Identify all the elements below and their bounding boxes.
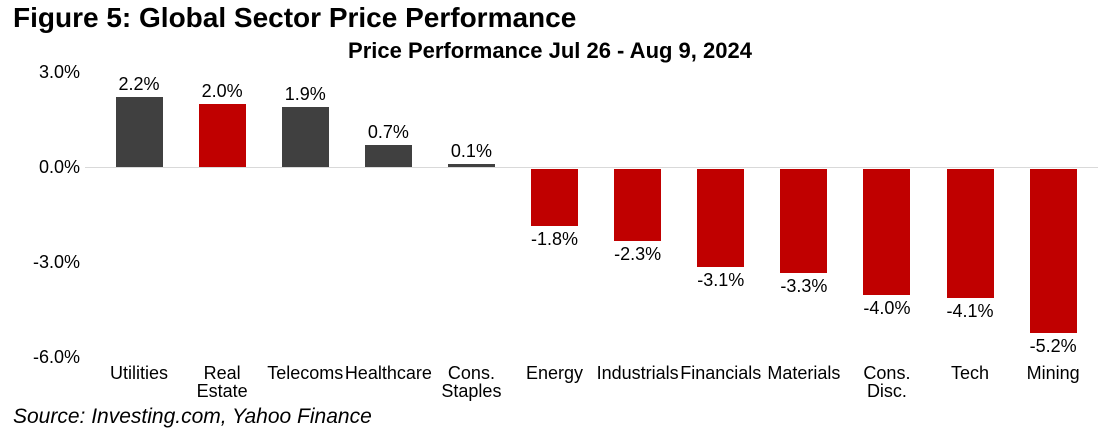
- y-tick-2: -3.0%: [32, 252, 80, 272]
- bar-materials: [780, 168, 828, 273]
- x-label-telecoms: Telecoms: [267, 363, 344, 383]
- y-tick-0: 3.0%: [38, 62, 80, 82]
- bar-healthcare: [364, 144, 412, 167]
- chart-title: Price Performance Jul 26 - Aug 9, 2024: [348, 38, 752, 63]
- bar-mining: [1029, 168, 1077, 334]
- source-note: Source: Investing.com, Yahoo Finance: [13, 405, 372, 428]
- value-label-healthcare: 0.7%: [367, 121, 409, 142]
- x-axis-line: [85, 166, 1098, 169]
- bar-real-estate: [198, 103, 246, 167]
- bar-telecoms: [281, 106, 329, 167]
- x-label-cons-staples: Cons. Staples: [441, 363, 502, 401]
- bar-cons-disc: [863, 168, 911, 296]
- value-label-telecoms: 1.9%: [284, 83, 326, 104]
- x-label-tech: Tech: [951, 363, 990, 383]
- value-label-tech: -4.1%: [946, 301, 994, 322]
- bar-energy: [531, 168, 579, 226]
- x-label-energy: Energy: [526, 363, 584, 383]
- x-label-materials: Materials: [767, 363, 841, 383]
- value-label-energy: -1.8%: [531, 228, 579, 249]
- x-label-healthcare: Healthcare: [344, 363, 432, 383]
- x-label-industrials: Industrials: [596, 363, 679, 383]
- x-label-financials: Financials: [680, 363, 762, 383]
- figure-title: Figure 5: Global Sector Price Performanc…: [13, 2, 577, 33]
- value-label-cons-disc: -4.0%: [863, 298, 911, 319]
- x-label-cons-disc: Cons. Disc.: [863, 363, 911, 401]
- value-label-materials: -3.3%: [780, 276, 828, 296]
- x-label-mining: Mining: [1026, 363, 1080, 383]
- bar-financials: [697, 168, 745, 267]
- bar-cons-staples: [447, 163, 495, 167]
- value-label-cons-staples: 0.1%: [450, 140, 492, 161]
- value-label-real-estate: 2.0%: [201, 80, 243, 101]
- x-label-utilities: Utilities: [110, 363, 169, 383]
- value-label-financials: -3.1%: [697, 269, 745, 290]
- value-label-industrials: -2.3%: [614, 244, 662, 265]
- value-label-mining: -5.2%: [1029, 336, 1077, 357]
- y-tick-1: 0.0%: [38, 157, 80, 177]
- x-label-real-estate: Real Estate: [196, 363, 248, 401]
- value-label-utilities: 2.2%: [118, 74, 160, 95]
- y-tick-3: -6.0%: [32, 347, 80, 367]
- bar-utilities: [115, 97, 163, 167]
- bar-tech: [946, 168, 994, 299]
- bar-industrials: [614, 168, 662, 242]
